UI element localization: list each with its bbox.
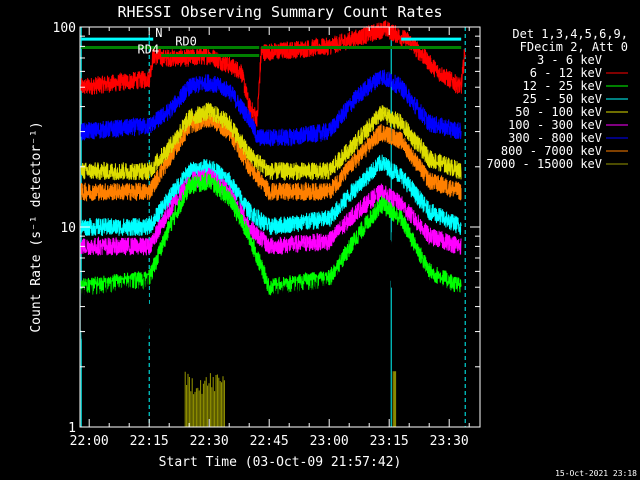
legend-label-100-300-kev: 100 - 300 keV [508,118,602,132]
series-6-12-kev [80,20,466,127]
legend-label-6-12-kev: 6 - 12 keV [530,66,602,80]
series-100-300-kev [80,167,462,256]
series-3-6-kev [80,207,462,350]
chart-title: RHESSI Observing Summary Count Rates [117,3,442,21]
y-tick-label-10: 10 [60,221,76,236]
y-axis: 1 10 100 [53,21,480,436]
series-line-50-100-kev [80,102,462,182]
x-tick-label-22-15: 22:15 [130,434,169,449]
x-axis: 22:00 22:15 22:30 22:45 23:00 23:15 23:30 [70,27,470,449]
legend-label-800-7000-kev: 800 - 7000 keV [501,144,602,158]
state-label-n: N [155,26,162,40]
x-tick-label-23-00: 23:00 [310,434,349,449]
legend-label-50-100-kev: 50 - 100 keV [515,105,602,119]
y-tick-label-1: 1 [68,421,76,436]
series-50-100-kev [80,102,462,182]
series-line-3-6-kev [80,207,462,350]
series-line-25-50-kev [80,154,462,237]
state-label-rd0: RD0 [175,34,197,48]
series-line-100-300-kev [80,167,462,256]
series-800-7000-kev [80,110,462,202]
state-label-rd4: RD4 [138,43,160,57]
legend-label-300-800-kev: 300 - 800 keV [508,131,602,145]
footer-timestamp: 15-Oct-2021 23:18 [555,469,637,478]
legend-label-3-6-kev: 3 - 6 keV [537,53,602,67]
legend: Det 1,3,4,5,6,9,FDecim 2, Att 03 - 6 keV… [486,27,628,171]
x-tick-label-22-30: 22:30 [190,434,229,449]
legend-label-7000-15000-kev: 7000 - 15000 keV [486,157,602,171]
legend-header-2: FDecim 2, Att 0 [520,40,628,54]
x-tick-label-22-00: 22:00 [70,434,109,449]
x-tick-label-23-30: 23:30 [430,434,469,449]
x-tick-label-23-15: 23:15 [370,434,409,449]
legend-label-12-25-kev: 12 - 25 keV [523,79,602,93]
series-line-6-12-kev [80,20,466,127]
y-tick-label-100: 100 [53,21,76,36]
series-line-300-800-kev [80,69,462,147]
legend-header-1: Det 1,3,4,5,6,9, [512,27,628,41]
series-7000-15000-kev [184,371,397,427]
series-300-800-kev [80,69,462,147]
legend-label-25-50-kev: 25 - 50 keV [523,92,602,106]
x-tick-label-22-45: 22:45 [250,434,289,449]
x-axis-label: Start Time (03-Oct-09 21:57:42) [159,455,402,470]
series-line-800-7000-kev [80,110,462,202]
spikes-line-7000-15000-kev [184,371,397,427]
plot-area: N RD0 RD4 [80,20,466,427]
series-25-50-kev [80,154,462,237]
y-axis-label: Count Rate (s⁻¹ detector⁻¹) [29,121,44,332]
